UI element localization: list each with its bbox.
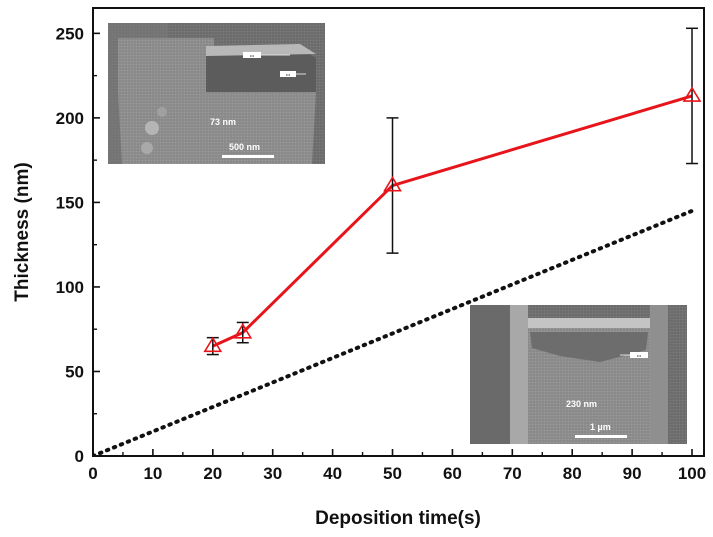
inset-thickness-label-230nm: 230 nm (566, 399, 597, 409)
x-tick-label: 100 (678, 464, 706, 483)
x-axis-title: Deposition time(s) (315, 508, 481, 529)
y-axis-ticks: 0 50 100 150 200 250 (56, 24, 100, 466)
svg-text:•••: ••• (637, 353, 642, 358)
y-tick-label: 50 (65, 362, 84, 381)
y-tick-label: 0 (75, 447, 84, 466)
y-tick-label: 100 (56, 278, 84, 297)
x-tick-label: 70 (503, 464, 522, 483)
data-point-triangle (383, 175, 402, 192)
series-layer (93, 27, 702, 456)
x-axis-ticks: 0 10 20 30 40 50 60 70 80 90 100 (88, 449, 706, 483)
x-tick-label: 40 (323, 464, 342, 483)
x-tick-label: 80 (563, 464, 582, 483)
reference-dotted-line (93, 208, 695, 456)
x-tick-label: 0 (88, 464, 97, 483)
x-tick-label: 50 (383, 464, 402, 483)
plot-frame (92, 7, 705, 457)
svg-text:•••: ••• (286, 72, 291, 77)
inset-scale-bar-label-500nm: 500 nm (229, 142, 260, 152)
thickness-series-line (212, 94, 693, 348)
inset-scale-bar-label-1um: 1 µm (590, 422, 611, 432)
data-point-triangle (682, 86, 702, 102)
y-axis-title: Thickness (nm) (12, 162, 33, 301)
x-tick-label: 20 (203, 464, 222, 483)
x-tick-label: 30 (263, 464, 282, 483)
x-tick-label: 90 (623, 464, 642, 483)
y-tick-label: 250 (56, 24, 84, 43)
sem-inset-bottom-right: ••• 230 nm 1 µm (470, 305, 687, 444)
sem-inset-top-left: ••• ••• 73 nm 500 nm (108, 23, 325, 164)
x-tick-label: 10 (143, 464, 162, 483)
inset-thickness-label-73nm: 73 nm (210, 117, 236, 127)
data-point-triangle (203, 336, 223, 353)
x-tick-label: 60 (443, 464, 462, 483)
y-tick-label: 200 (56, 109, 84, 128)
svg-text:•••: ••• (250, 53, 255, 58)
y-tick-label: 150 (56, 193, 84, 212)
inset-scale-bar (222, 155, 274, 158)
data-point-triangle (233, 323, 253, 339)
inset-scale-bar (575, 435, 627, 438)
